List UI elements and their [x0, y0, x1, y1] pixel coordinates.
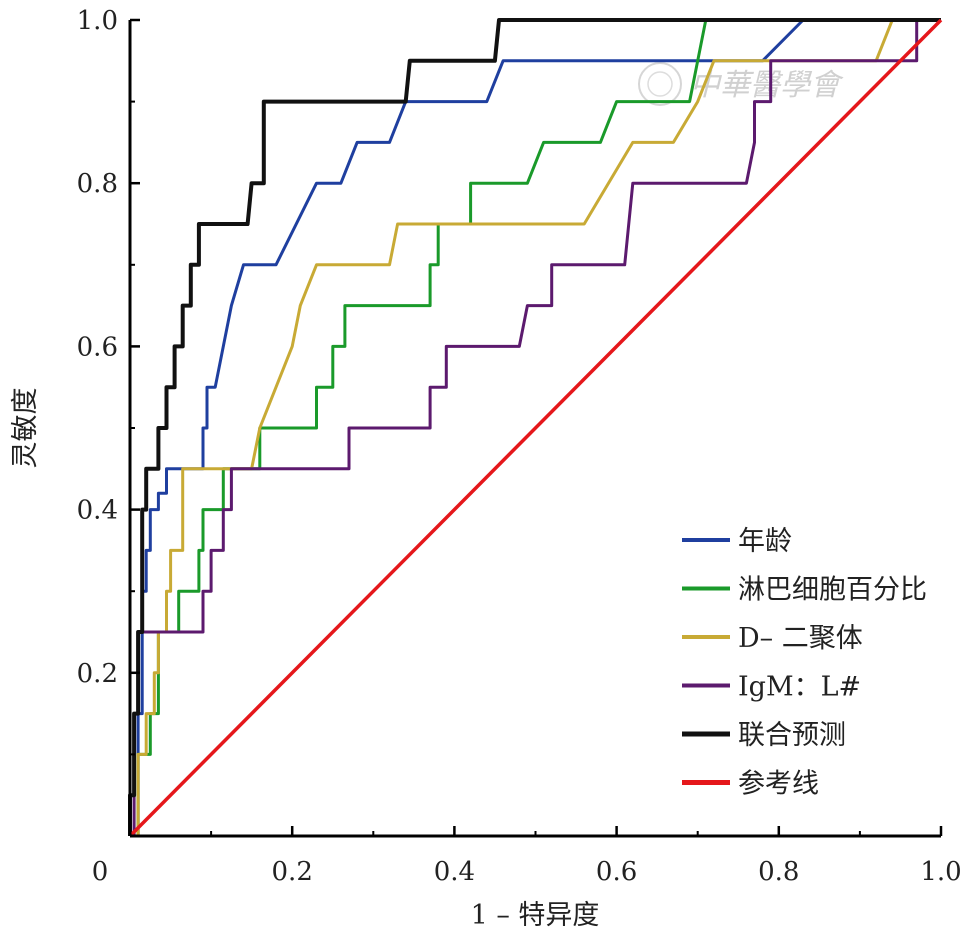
legend-label: 淋巴细胞百分比 [738, 575, 927, 606]
watermark: 中華醫學會 [638, 62, 844, 106]
legend-label: 参考线 [738, 769, 819, 800]
legend-item: D– 二聚体 [682, 623, 863, 654]
x-tick-label: 0.6 [596, 857, 637, 887]
x-axis-title: 1 – 特异度 [471, 900, 600, 931]
x-tick-label: 1.0 [920, 857, 961, 887]
x-tick-label: 0 [92, 857, 109, 887]
legend-label: 年龄 [738, 526, 792, 557]
legend-item: 年龄 [682, 526, 792, 557]
legend-item: 联合预测 [682, 720, 846, 751]
series-line-2 [130, 18, 941, 838]
legend-label: IgM：L# [738, 672, 861, 703]
y-tick-label: 0.2 [77, 659, 118, 689]
watermark-seal-inner [647, 71, 673, 97]
watermark-seal-icon [638, 62, 682, 106]
series-line-3 [130, 18, 941, 838]
series-layer [128, 18, 943, 838]
series-line-4 [128, 18, 941, 836]
y-tick-label: 0.6 [77, 332, 118, 362]
legend-label: 联合预测 [738, 720, 846, 751]
legend-item: 参考线 [682, 769, 819, 800]
x-tick-label: 0.4 [434, 857, 475, 887]
legend-label: D– 二聚体 [738, 623, 863, 654]
x-tick-label: 0.8 [758, 857, 799, 887]
x-tick-label: 0.2 [272, 857, 313, 887]
series-line-5 [128, 18, 943, 838]
y-axis-title: 灵敏度 [10, 388, 41, 469]
y-tick-label: 0.8 [77, 169, 118, 199]
watermark-text: 中華醫學會 [690, 68, 844, 103]
ticks: 0 0.2 0.4 0.6 0.8 1.0 0.2 0.4 0.6 0.8 1.0 [77, 6, 962, 887]
legend-item: 淋巴细胞百分比 [682, 575, 927, 606]
y-tick-label: 0.4 [77, 496, 118, 526]
y-tick-label: 1.0 [77, 6, 118, 36]
legend-item: IgM：L# [682, 672, 861, 703]
